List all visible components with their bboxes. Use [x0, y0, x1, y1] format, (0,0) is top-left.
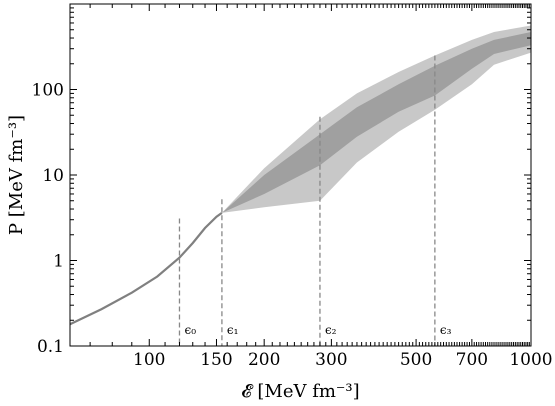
x-tick-label-5: 700: [456, 350, 488, 370]
y-tick-label-1: 1: [53, 252, 64, 272]
x-axis-title: 𝓔 [MeV fm⁻³]: [241, 381, 359, 402]
x-tick-label-2: 200: [248, 350, 280, 370]
y-axis-title: P [MeV fm⁻³]: [6, 115, 27, 235]
plot-frame: [69, 3, 532, 347]
line-series-0: [69, 212, 223, 326]
epsilon-marker-label-0: ϵ₀: [184, 323, 196, 337]
pressure-lines: [69, 212, 223, 326]
x-tick-label-4: 500: [400, 350, 432, 370]
x-tick-label-0: 100: [133, 350, 165, 370]
epsilon-markers: ϵ₀ ϵ₁ ϵ₂ ϵ₃: [178, 55, 452, 346]
x-tick-label-1: 150: [200, 350, 232, 370]
axis-ticks: [70, 4, 532, 347]
tick-labels: 100 150 200 300 500 700 1000 0.1 1 10 100: [32, 81, 553, 371]
y-tick-label-3: 100: [32, 81, 64, 101]
epsilon-marker-label-1: ϵ₁: [227, 323, 239, 337]
band-series-2: [221, 32, 531, 213]
x-tick-label-6: 1000: [509, 350, 552, 370]
y-tick-label-2: 10: [42, 166, 64, 186]
y-tick-label-0: 0.1: [37, 337, 64, 357]
pressure-bands: [221, 25, 531, 213]
epsilon-marker-label-3: ϵ₃: [440, 323, 452, 337]
x-tick-label-3: 300: [315, 350, 347, 370]
epsilon-marker-label-2: ϵ₂: [325, 323, 337, 337]
